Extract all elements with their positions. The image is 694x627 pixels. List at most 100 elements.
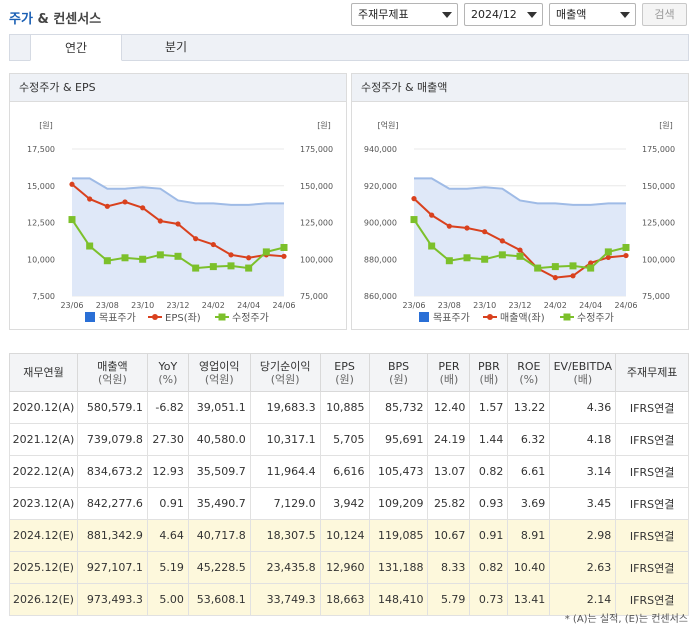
column-header-unit: (배) [439,372,459,386]
table-header-row: 재무연월 매출액 (억원) YoY (%) 영업이익 (억원) 당기순이익 (억원) EPS (원)… [9,353,689,392]
table-cell: IFRS연결 [615,519,689,552]
table-cell: 4.64 [146,519,189,552]
y2-tick-label: 100,000 [642,255,675,264]
column-header-unit: (%) [158,372,178,386]
chart-panel-eps: 수정주가 & EPS [원] [원] 17,500 175,000 15,000 150,… [9,73,347,330]
red-series-point [588,260,594,266]
adjusted-price-point [280,243,288,251]
legend-swatch-red-dot [152,314,158,320]
table-cell: 2024.12(E) [9,519,78,552]
red-series-point [552,275,558,281]
red-series-point [122,199,128,205]
column-header-label: EPS [334,359,355,373]
red-series-point [69,181,75,187]
table-cell: 45,228.5 [187,551,251,584]
column-header-unit: (억원) [98,372,127,386]
table-cell: 95,691 [368,423,429,456]
legend-swatch-red-dot [487,314,493,320]
adjusted-price-point [192,264,200,272]
table-cell: 2025.12(E) [9,551,78,584]
adjusted-price-point [245,264,253,272]
table-cell: 3.45 [549,487,617,520]
table-cell: 2021.12(A) [9,423,78,456]
search-button[interactable]: 검색 [642,3,687,26]
column-header: 주재무제표 [615,353,689,392]
adjusted-price-point [587,264,595,272]
table-cell: 35,490.7 [187,487,251,520]
red-series-point [104,203,110,209]
tab-annual[interactable]: 연간 [30,34,122,61]
legend-swatch-target [85,312,95,322]
table-cell: 2023.12(A) [9,487,78,520]
x-tick-label: 23/08 [96,301,119,310]
red-series-point [605,254,611,261]
table-cell: 10,317.1 [249,423,321,456]
period-select[interactable]: 2024/12 [464,3,543,26]
adjusted-price-point [428,242,436,250]
chart-title: 수정주가 & 매출액 [352,74,688,102]
table-cell: 2.14 [549,583,617,616]
y-tick-label: 880,000 [364,255,397,264]
table-cell: 8.33 [427,551,471,584]
title-sub: 컨센서스 [53,12,102,27]
chevron-down-icon [620,12,630,18]
consolidation-select[interactable]: 주재무제표 [351,3,458,26]
y-tick-label: 900,000 [364,219,397,228]
column-header-label: 당기순이익 [259,359,311,373]
x-tick-label: 23/08 [438,301,461,310]
table-cell: IFRS연결 [615,551,689,584]
table-cell: IFRS연결 [615,455,689,488]
column-header-unit: (%) [519,372,539,386]
column-header-unit: (억원) [270,372,300,386]
right-axis-unit: [원] [317,121,331,130]
adjusted-price-point [174,252,182,260]
table-cell: 12,960 [319,551,370,584]
column-header-label: PER [438,359,460,373]
column-header-label: PBR [477,359,500,373]
table-cell: 10,124 [319,519,370,552]
y2-tick-label: 150,000 [642,182,675,191]
metric-select[interactable]: 매출액 [549,3,636,26]
table-cell: IFRS연결 [615,391,689,424]
y-tick-label: 15,000 [27,182,55,191]
x-tick-label: 24/02 [544,301,567,310]
red-series-point [140,205,146,211]
table-cell: 10.40 [507,551,551,584]
table-cell: 11,964.4 [249,455,321,488]
red-series-point [175,221,181,227]
column-header-label: 매출액 [97,359,128,373]
target-price-line [414,177,626,206]
red-series-point [570,273,576,279]
chart-sales: [억원] [원] 940,000 175,000 920,000 150,000 900,0… [364,120,675,324]
title-amp: & [37,12,49,27]
adjusted-price-point [262,248,270,256]
y2-tick-label: 125,000 [642,219,675,228]
red-series-point [228,252,234,258]
table-cell: 739,079.8 [76,423,148,456]
column-header: PER (배) [427,353,471,392]
footnote: * (A)는 실적, (E)는 컨센서스 [564,614,688,625]
column-header: EPS (원) [319,353,370,392]
column-header: 매출액 (억원) [76,353,148,392]
x-tick-label: 24/04 [579,301,602,310]
table-cell: 2.63 [549,551,617,584]
table-cell: 6.32 [507,423,551,456]
left-axis-unit: [원] [39,121,53,130]
table-cell: 5,705 [319,423,370,456]
title-main: 주가 [9,12,33,27]
target-price-area [72,178,284,296]
adjusted-price-point [68,216,76,224]
adjusted-price-point [121,254,129,262]
table-cell: 148,410 [368,583,429,616]
red-series-point [411,196,417,202]
column-header-label: YoY [158,359,178,373]
table-cell: 842,277.6 [76,487,148,520]
table-cell: 5.79 [427,583,471,616]
x-tick-label: 24/02 [202,301,225,310]
y2-tick-label: 125,000 [300,219,333,228]
financial-table: 재무연월 매출액 (억원) YoY (%) 영업이익 (억원) 당기순이익 (억원) EPS (원)… [9,353,689,616]
tab-quarterly[interactable]: 분기 [164,40,188,54]
adjusted-price-point [156,251,164,259]
table-cell: 6.61 [507,455,551,488]
table-cell: 33,749.3 [249,583,321,616]
